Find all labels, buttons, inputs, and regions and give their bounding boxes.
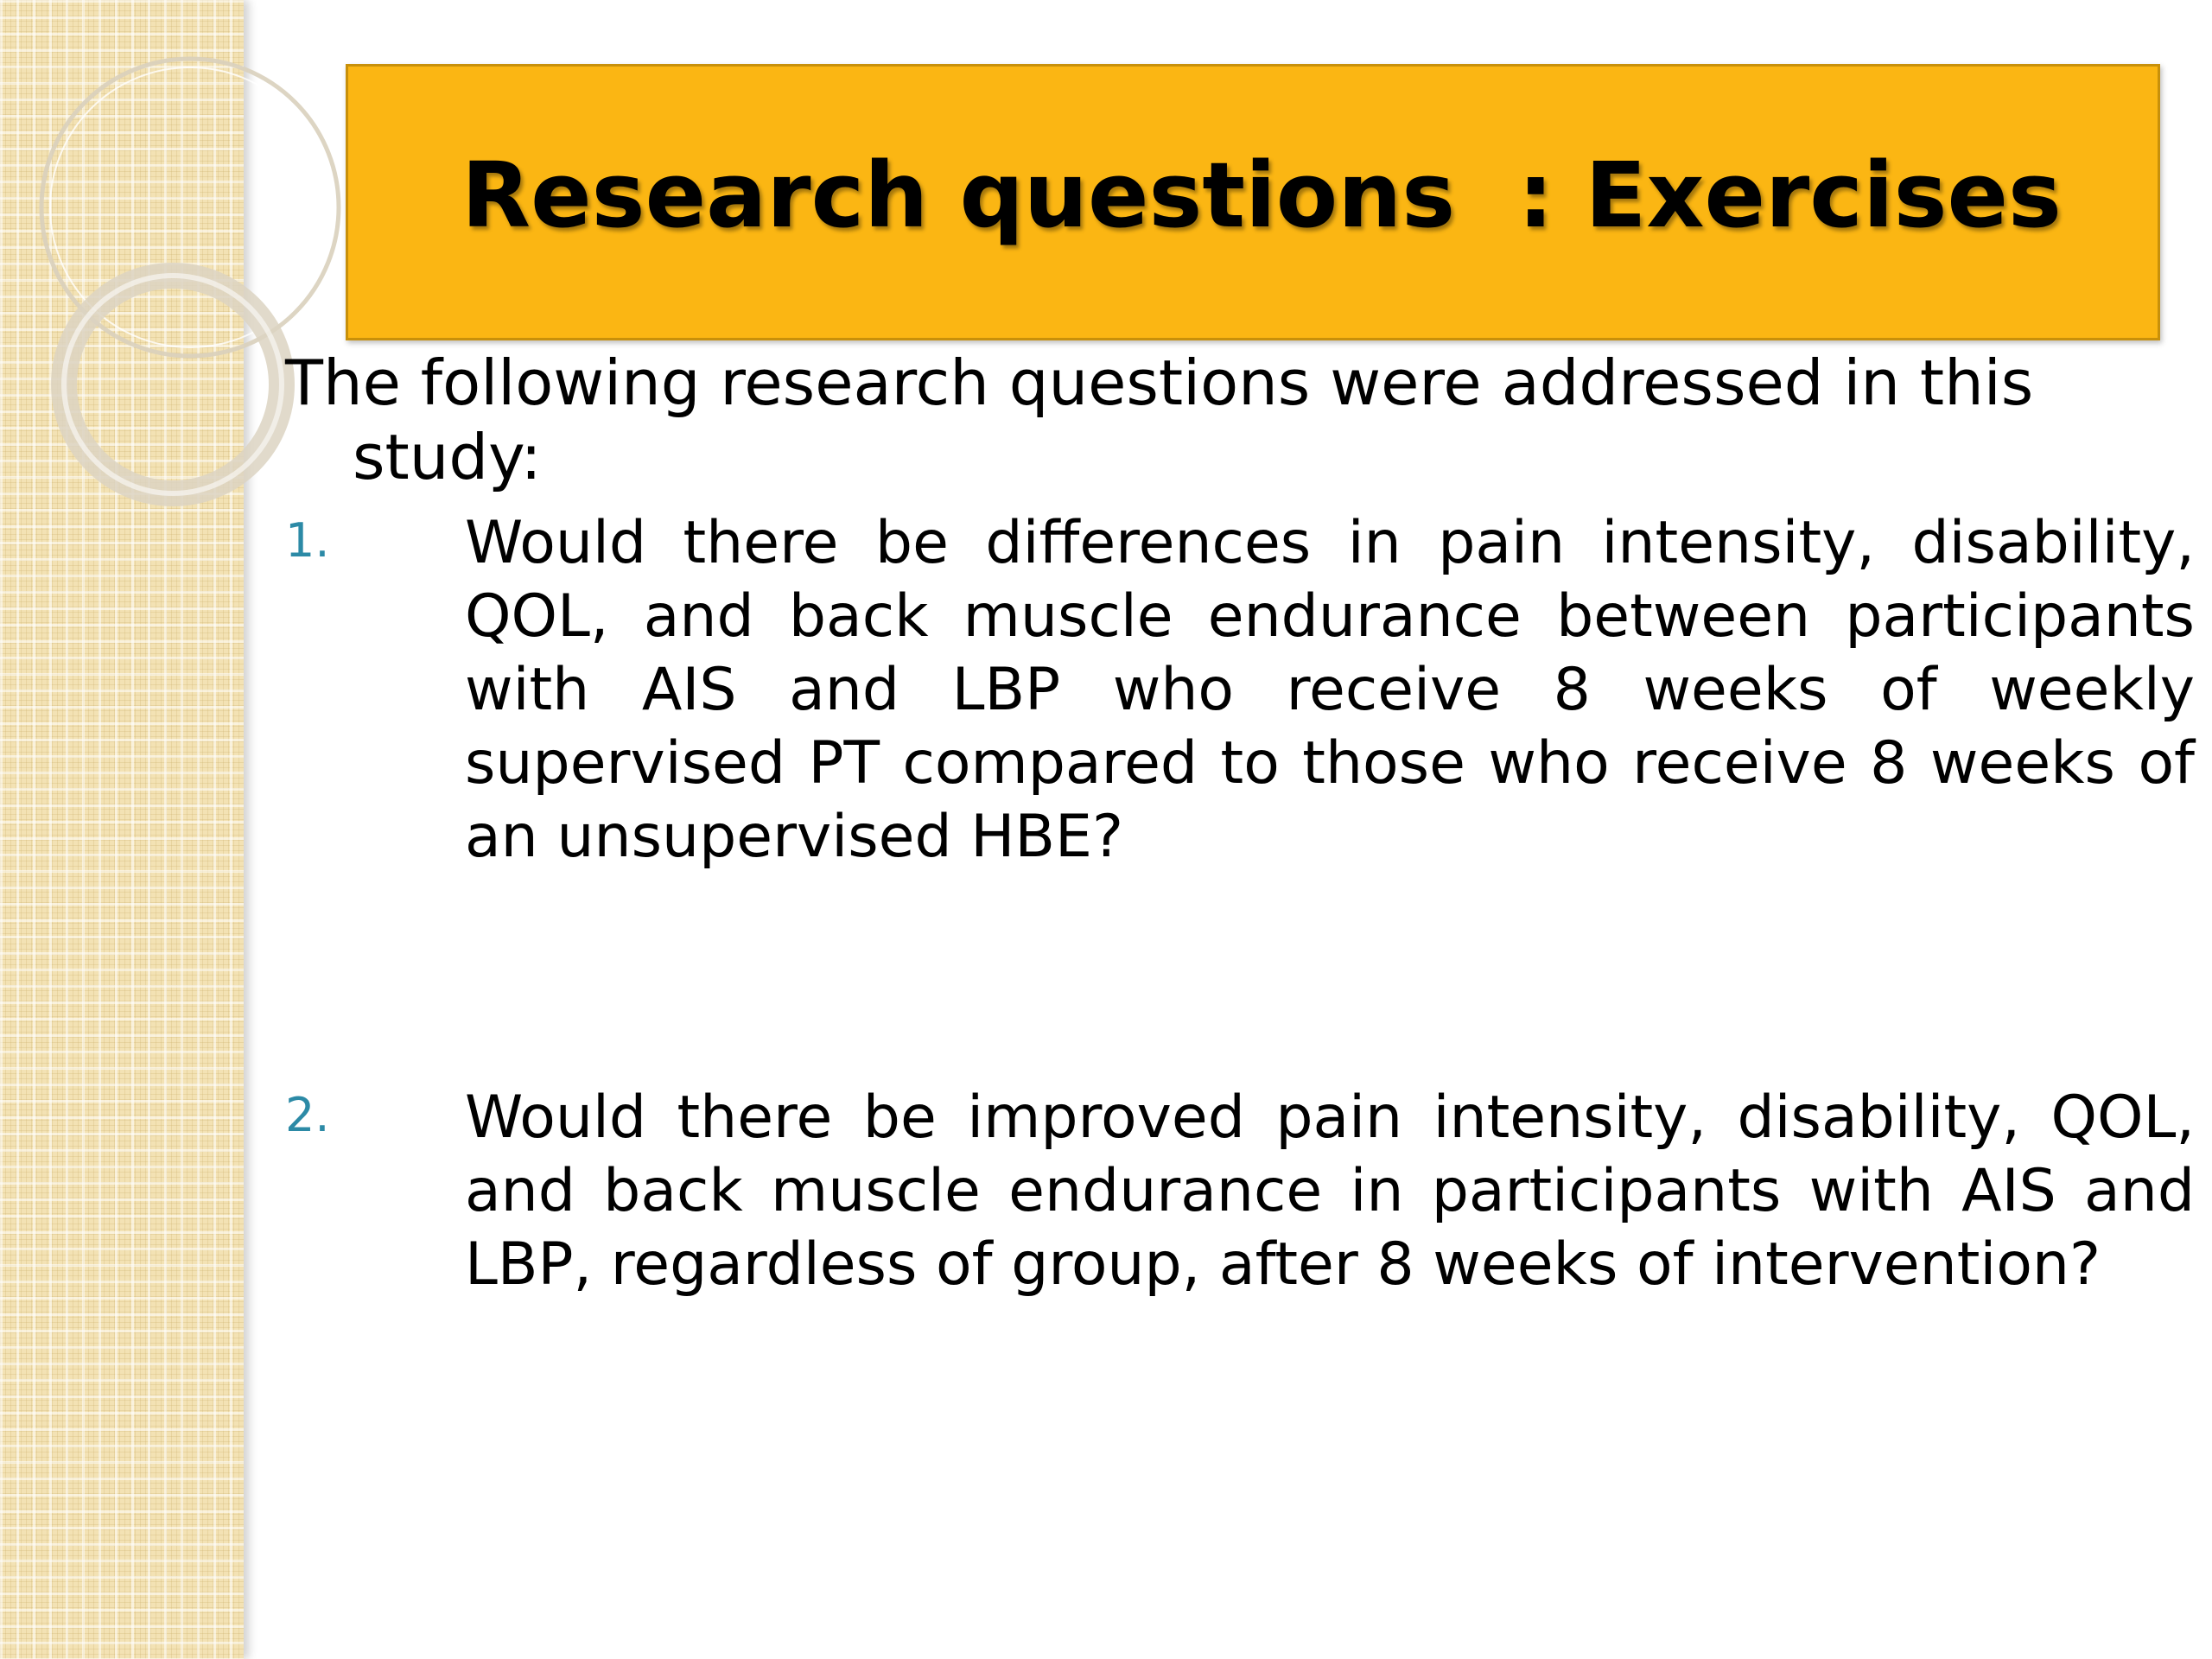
list-item: 2. Would there be improved pain intensit… — [285, 1081, 2195, 1301]
intro-text: The following research questions were ad… — [285, 346, 2034, 493]
title-banner: Research questions : Exercises — [346, 64, 2160, 340]
question-text: Would there be improved pain intensity, … — [465, 1084, 2195, 1299]
list-number: 2. — [285, 1088, 330, 1142]
decorative-side-strip — [0, 0, 244, 1659]
slide-body: The following research questions were ad… — [285, 346, 2195, 1301]
question-text: Would there be differences in pain inten… — [465, 509, 2195, 871]
slide-title: Research questions : Exercises — [461, 143, 2062, 248]
list-number: 1. — [285, 513, 330, 568]
list-item: 1. Would there be differences in pain in… — [285, 506, 2195, 874]
